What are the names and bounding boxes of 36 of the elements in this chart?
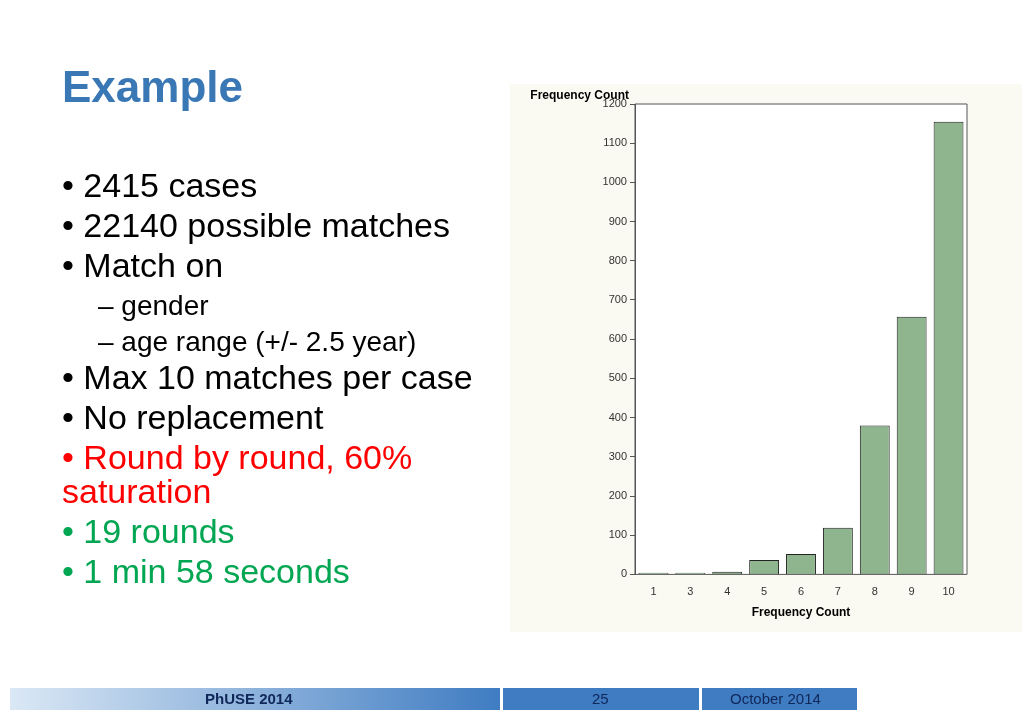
- x-tick-label: 5: [761, 585, 768, 598]
- y-tick-label: 1000: [602, 175, 627, 188]
- y-tick-label: 1100: [603, 136, 627, 149]
- y-tick-label: 600: [608, 332, 627, 345]
- x-tick-label: 7: [834, 585, 841, 598]
- text: • No replacement: [62, 398, 325, 436]
- y-tick-label: 900: [608, 214, 627, 227]
- y-tick-label: 400: [608, 410, 627, 423]
- text: 25: [592, 690, 609, 707]
- x-tick-label: 10: [942, 585, 955, 598]
- y-tick-label: 0: [620, 567, 627, 580]
- text: – gender: [98, 289, 210, 323]
- text: • 1 min 58 seconds: [62, 552, 351, 590]
- text: – age range (+/- 2.5 year): [98, 326, 417, 357]
- x-tick-label: 9: [908, 585, 915, 598]
- y-tick-label: 100: [608, 528, 627, 541]
- y-tick-label: 300: [608, 449, 627, 462]
- text: • 22140 possible matches: [62, 206, 452, 244]
- text: PhUSE 2014: [205, 690, 293, 707]
- text: • 19 rounds: [62, 512, 236, 550]
- y-tick-label: 800: [608, 253, 627, 266]
- text: • Match on: [62, 246, 225, 284]
- text: Example: [62, 62, 243, 112]
- x-tick-label: 8: [871, 585, 878, 598]
- x-tick-label: 3: [687, 585, 694, 598]
- y-tick-label: 200: [608, 489, 627, 502]
- y-tick-label: 700: [608, 293, 627, 306]
- x-tick-label: 4: [724, 585, 731, 598]
- text: • Round by round, 60% saturation: [62, 438, 414, 510]
- x-tick-label: 6: [797, 585, 805, 598]
- x-axis-title: Frequency Count: [751, 605, 851, 620]
- text: October 2014: [730, 690, 821, 707]
- y-tick-label: 500: [608, 371, 627, 384]
- text: • 2415 cases: [62, 166, 259, 204]
- x-tick-label: 1: [650, 585, 657, 598]
- text: • Max 10 matches per case: [62, 358, 474, 396]
